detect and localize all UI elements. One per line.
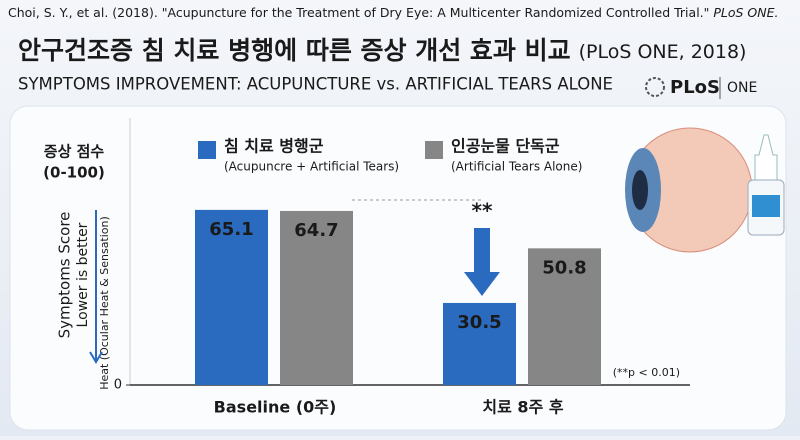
logo-icon (645, 77, 665, 97)
title: 안구건조증 침 치료 병행에 따른 증상 개선 효과 비교 (PLoS ONE,… (18, 36, 746, 65)
x-tick-label: Baseline (0주) (214, 398, 337, 417)
y-label-en-3: Heat (Ocular Heat & Sensation) (98, 216, 111, 390)
eye-illustration (625, 127, 785, 253)
y-label-en-2: Lower is better (75, 222, 91, 327)
citation: Choi, S. Y., et al. (2018). "Acupuncture… (8, 5, 779, 20)
p-value: (**p < 0.01) (613, 366, 680, 379)
title-suffix: (PLoS ONE, 2018) (579, 41, 747, 63)
legend-swatch (425, 141, 443, 159)
bottle-cap (754, 134, 778, 181)
pupil (632, 170, 648, 210)
significance: ** (472, 199, 493, 223)
legend-name: 침 치료 병행군 (224, 137, 324, 156)
title-main: 안구건조증 침 치료 병행에 따른 증상 개선 효과 비교 (18, 36, 571, 65)
logo: PLoS ONE (645, 77, 757, 99)
y-label-en: Symptoms Score Lower is better Heat (Ocu… (56, 212, 112, 390)
citation-journal: PLoS ONE. (713, 5, 778, 20)
bar (443, 302, 516, 385)
y-label-range: (0-100) (43, 164, 105, 182)
x-tick-label: 치료 8주 후 (482, 398, 563, 417)
logo-name: PLoS (670, 77, 720, 98)
citation-text: Choi, S. Y., et al. (2018). "Acupuncture… (8, 5, 709, 20)
bar (528, 248, 601, 385)
logo-suffix: ONE (727, 80, 757, 96)
legend-note: (Acupuncre + Artificial Tears) (224, 160, 399, 174)
y-label-ko: 증상 점수 (44, 143, 105, 161)
legend-swatch (198, 141, 216, 159)
lower-arrow (89, 210, 103, 364)
value-label: 64.7 (294, 220, 338, 241)
legend-name: 인공눈물 단독군 (451, 137, 560, 156)
y-label-en-1: Symptoms Score (56, 212, 74, 339)
y-tick-label: 0 (114, 378, 122, 393)
value-label: 30.5 (457, 312, 501, 333)
value-label: 50.8 (542, 257, 586, 278)
bar (280, 210, 353, 385)
bar (195, 209, 268, 385)
subtitle: SYMPTOMS IMPROVEMENT: ACUPUNCTURE vs. AR… (18, 75, 613, 94)
legend-note: (Artificial Tears Alone) (451, 160, 582, 174)
bottle-label (752, 195, 780, 217)
value-label: 65.1 (209, 219, 253, 240)
decrease-arrow (464, 228, 500, 296)
